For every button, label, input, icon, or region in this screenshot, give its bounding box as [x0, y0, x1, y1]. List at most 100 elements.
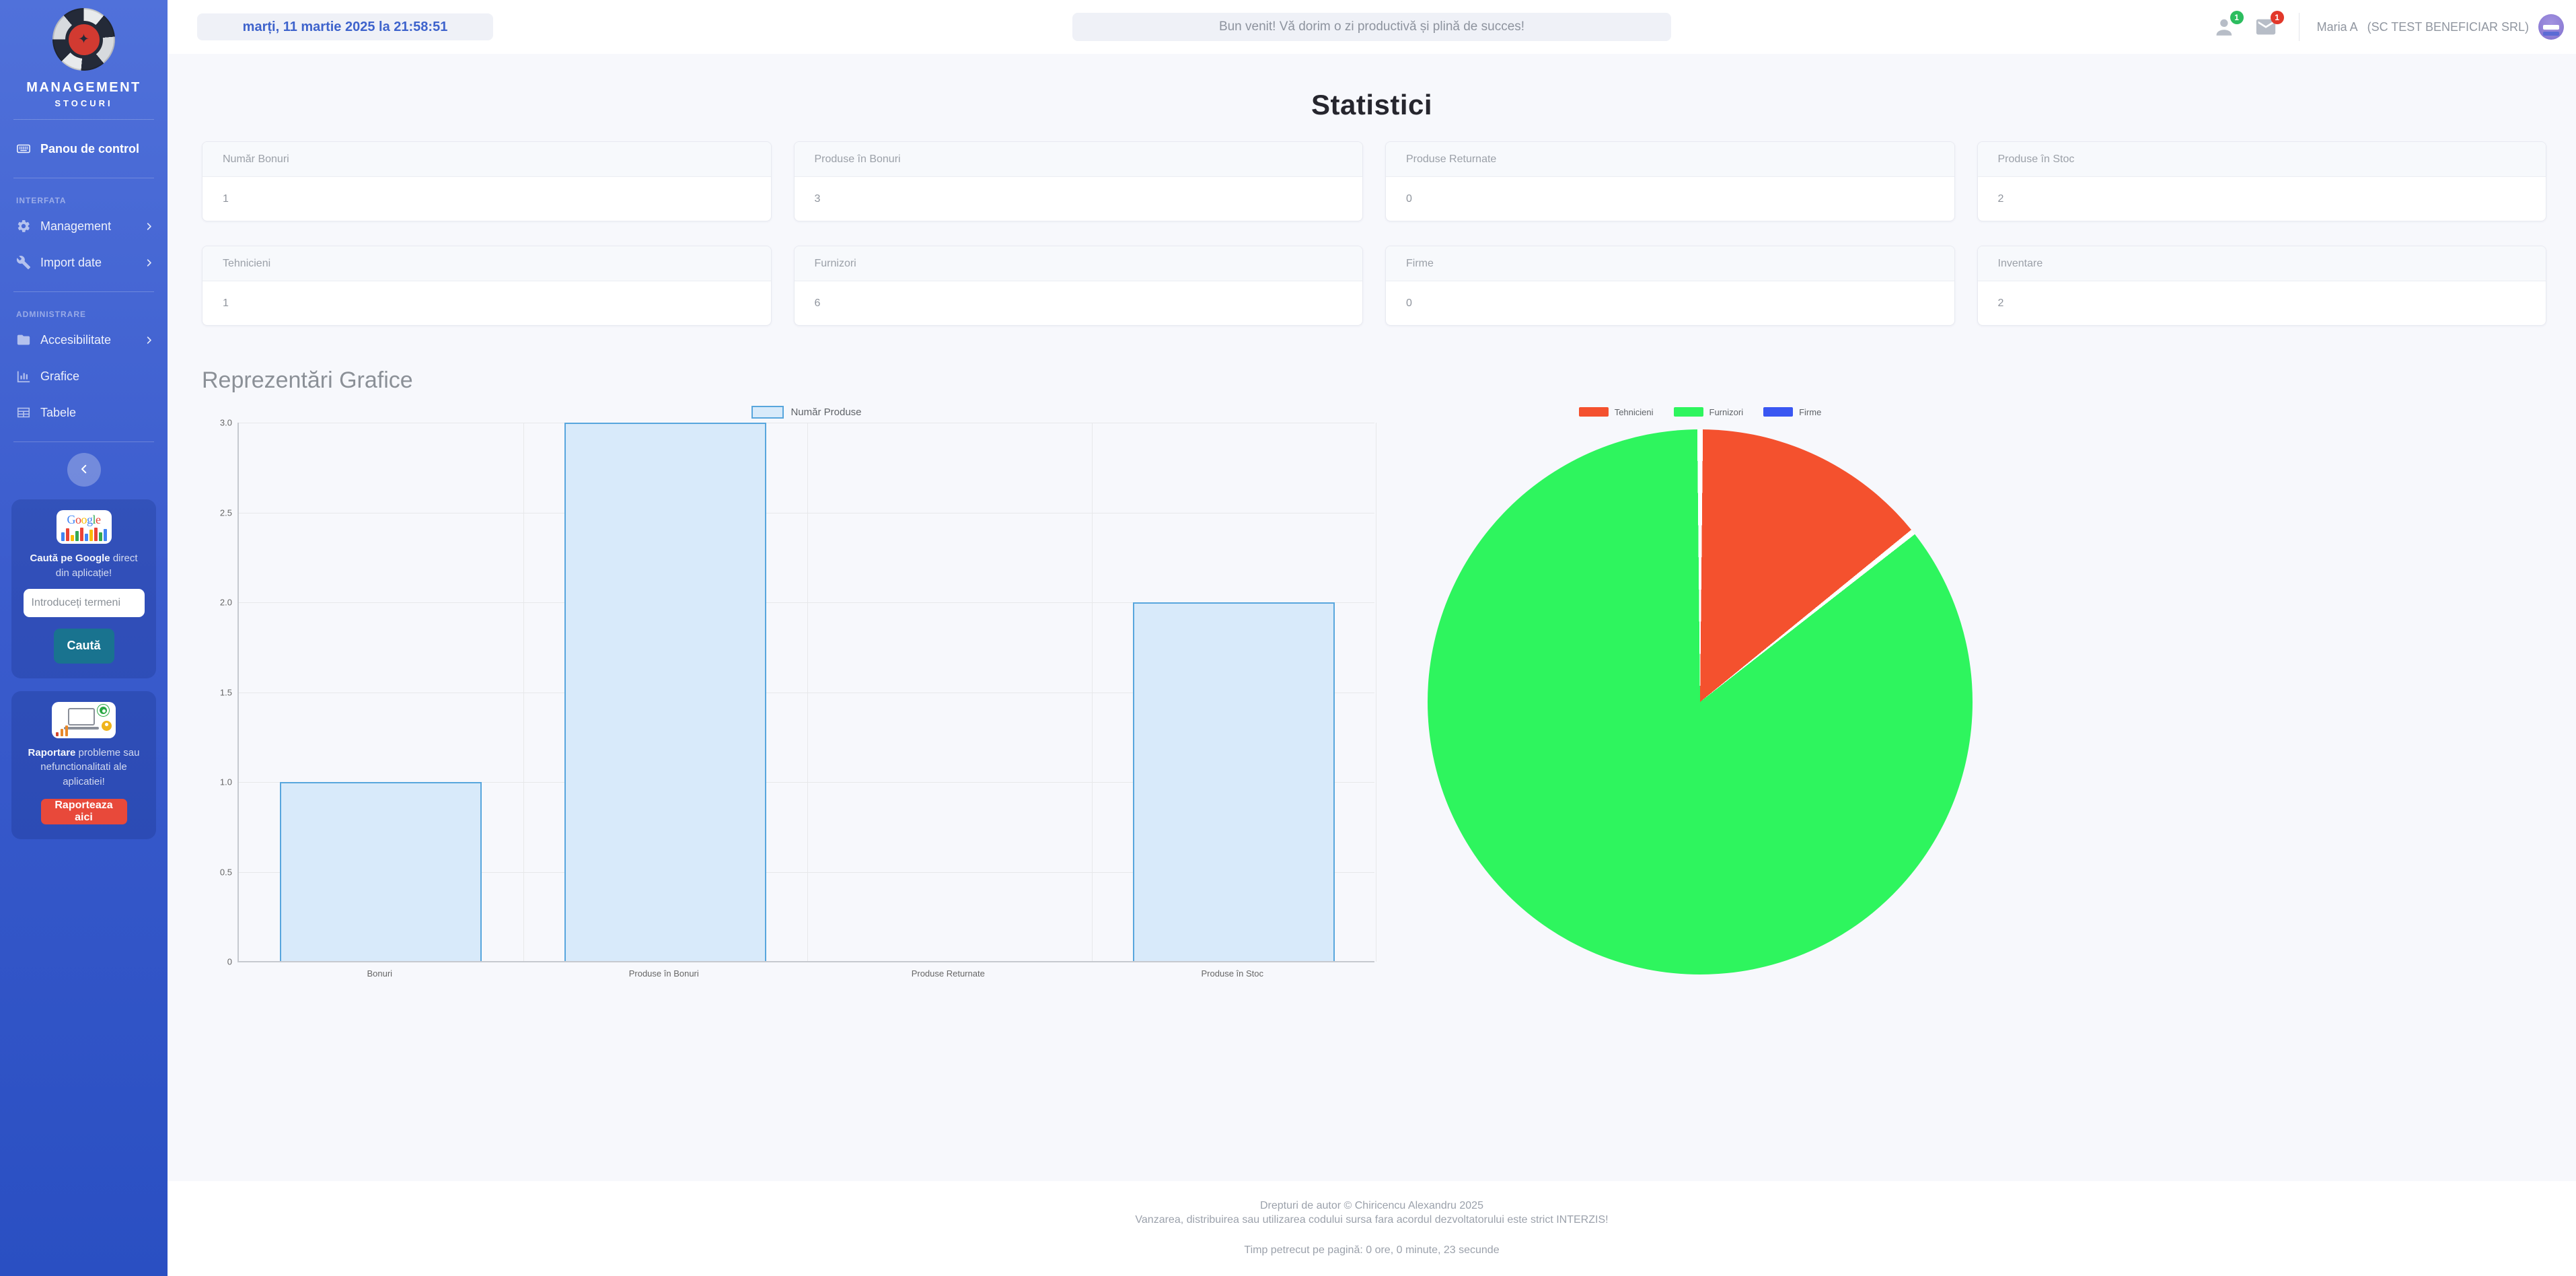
person-icon — [2214, 15, 2237, 38]
keyboard-icon — [16, 141, 31, 156]
topbar: marți, 11 martie 2025 la 21:58:51 Bun ve… — [168, 0, 2576, 54]
google-logo-text: Google — [67, 513, 101, 526]
gridline — [239, 872, 1374, 873]
time-on-page: Timp petrecut pe pagină: 0 ore, 0 minute… — [1244, 1244, 1500, 1256]
sidebar-item-label: Accesibilitate — [40, 332, 112, 347]
legend-label: Firme — [1799, 406, 1822, 417]
sidebar-item-label: Management — [40, 219, 112, 233]
messages-button[interactable]: 1 — [2254, 11, 2284, 38]
sidebar-section-label: INTERFATA — [16, 196, 67, 205]
stat-card-label: Număr Bonuri — [203, 142, 771, 177]
chevron-right-icon — [144, 258, 154, 268]
pie-chart-plot — [1428, 429, 1973, 974]
stat-card-value: 6 — [814, 297, 821, 309]
gridline — [807, 423, 808, 962]
stat-card-label: Inventare — [1977, 246, 2546, 281]
legend-swatch — [1578, 407, 1609, 417]
sidebar-item-grafice[interactable]: Grafice — [0, 358, 168, 394]
sidebar: MANAGEMENT STOCURI Panou de control INTER… — [0, 0, 168, 1276]
topbar-right: 1 1 Maria A (SC TEST BENEFICIAR SRL) — [2197, 0, 2564, 54]
stat-card: Număr Bonuri 1 — [202, 141, 772, 221]
stat-card-value: 2 — [1997, 297, 2004, 309]
brand-subtitle: STOCURI — [54, 98, 113, 108]
legend-swatch — [1673, 407, 1703, 417]
stat-card: Tehnicieni 1 — [202, 246, 772, 326]
pie-legend-entry-Tehnicieni[interactable]: Tehnicieni — [1578, 406, 1654, 417]
pie-legend-entry-Furnizori[interactable]: Furnizori — [1673, 406, 1744, 417]
stat-card: Produse în Stoc 2 — [1977, 141, 2546, 221]
bar-chart-legend[interactable]: Număr Produse — [237, 404, 1376, 419]
google-search-input[interactable] — [23, 588, 145, 617]
legend-swatch — [1763, 407, 1794, 417]
sidebar-item-panou-de-control[interactable]: Panou de control — [0, 131, 168, 167]
chevron-right-icon — [144, 335, 154, 345]
bar-chart-x-axis: Bonuri Produse în Bonuri Produse Returnate… — [237, 962, 1374, 983]
pie-legend-entry-Firme[interactable]: Firme — [1763, 407, 1821, 417]
gridline — [239, 782, 1374, 783]
users-online-badge: 1 — [2230, 11, 2244, 24]
x-tick-label: Produse în Bonuri — [628, 968, 699, 979]
chart-icon — [16, 369, 31, 384]
sidebar-nav: Panou de control INTERFATA Management Impor… — [0, 131, 168, 442]
google-search-widget: Google Caută pe Google direct din aplica… — [11, 499, 156, 678]
sidebar-item-label: Panou de control — [40, 141, 140, 155]
stat-card: Produse Returnate 0 — [1385, 141, 1955, 221]
y-tick-label: 0 — [227, 956, 232, 967]
stat-card-value: 1 — [223, 192, 229, 205]
legend-label: Furnizori — [1709, 406, 1744, 417]
stat-card-label: Firme — [1386, 246, 1954, 281]
y-tick-label: 3.0 — [219, 417, 232, 428]
legend-swatch — [751, 405, 784, 419]
y-tick-label: 0.5 — [219, 867, 232, 877]
users-online-button[interactable]: 1 — [2214, 11, 2244, 38]
stat-card-label: Produse în Stoc — [1977, 142, 2546, 177]
google-logo: Google — [56, 510, 112, 544]
google-widget-caption: Caută pe Google direct din aplicație! — [30, 553, 138, 579]
bar-chart-y-axis: 3.0 2.5 2.0 1.5 1.0 0.5 0 — [211, 418, 237, 967]
messages-badge: 1 — [2270, 11, 2284, 24]
chevron-left-icon — [78, 463, 90, 477]
report-illustration — [52, 701, 116, 738]
sidebar-item-label: Import date — [40, 255, 102, 269]
charts-row: Număr Produse 3.0 2.5 2.0 1.5 1.0 0.5 0 Bonuri… — [168, 404, 2576, 983]
app-logo[interactable] — [52, 8, 115, 71]
mail-icon — [2254, 15, 2277, 38]
content: Statistici Număr Bonuri 1 Produse în Bonur… — [168, 54, 2576, 1181]
y-tick-label: 1.0 — [219, 777, 232, 787]
stats-cards: Număr Bonuri 1 Produse în Bonuri 3 Produse R… — [202, 141, 2546, 326]
legend-label: Tehnicieni — [1614, 406, 1654, 417]
stat-card-value: 0 — [1406, 192, 1412, 205]
datetime-display: marți, 11 martie 2025 la 21:58:51 — [197, 13, 493, 40]
report-button[interactable]: Raporteaza aici — [40, 798, 127, 824]
sidebar-item-tabele[interactable]: Tabele — [0, 394, 168, 431]
status-dot-icon — [98, 704, 109, 716]
stat-card-label: Tehnicieni — [203, 246, 771, 281]
sidebar-item-management[interactable]: Management — [0, 208, 168, 244]
brand-title: MANAGEMENT — [26, 80, 141, 95]
google-logo-bars — [59, 528, 109, 541]
sidebar-item-import-date[interactable]: Import date — [0, 244, 168, 281]
stat-card-value: 2 — [1997, 192, 2004, 205]
stat-card-value: 0 — [1406, 297, 1412, 309]
stat-card: Furnizori 6 — [793, 246, 1363, 326]
sidebar-item-label: Tabele — [40, 405, 77, 419]
avatar[interactable] — [2538, 14, 2564, 40]
sidebar-item-accesibilitate[interactable]: Accesibilitate — [0, 322, 168, 358]
bar-Produse în Bonuri[interactable] — [564, 423, 766, 962]
y-tick-label: 2.5 — [219, 507, 232, 518]
stat-card: Inventare 2 — [1977, 246, 2546, 326]
bar-Produse în Stoc[interactable] — [1132, 602, 1335, 962]
sidebar-collapse-button[interactable] — [67, 453, 101, 487]
user-info: Maria A (SC TEST BENEFICIAR SRL) — [2317, 20, 2529, 34]
license-line: Vanzarea, distribuirea sau utilizarea co… — [1135, 1214, 1609, 1226]
gridline — [1091, 423, 1093, 962]
divider — [13, 119, 154, 120]
x-tick-label: Produse în Stoc — [1201, 968, 1264, 979]
bar-Bonuri[interactable] — [280, 782, 482, 962]
folder-icon — [16, 332, 31, 347]
y-tick-label: 2.0 — [219, 597, 232, 608]
gear-icon — [16, 219, 31, 234]
stat-card: Produse în Bonuri 3 — [793, 141, 1363, 221]
google-search-button[interactable]: Caută — [53, 628, 114, 664]
x-tick-label: Produse Returnate — [911, 968, 985, 979]
